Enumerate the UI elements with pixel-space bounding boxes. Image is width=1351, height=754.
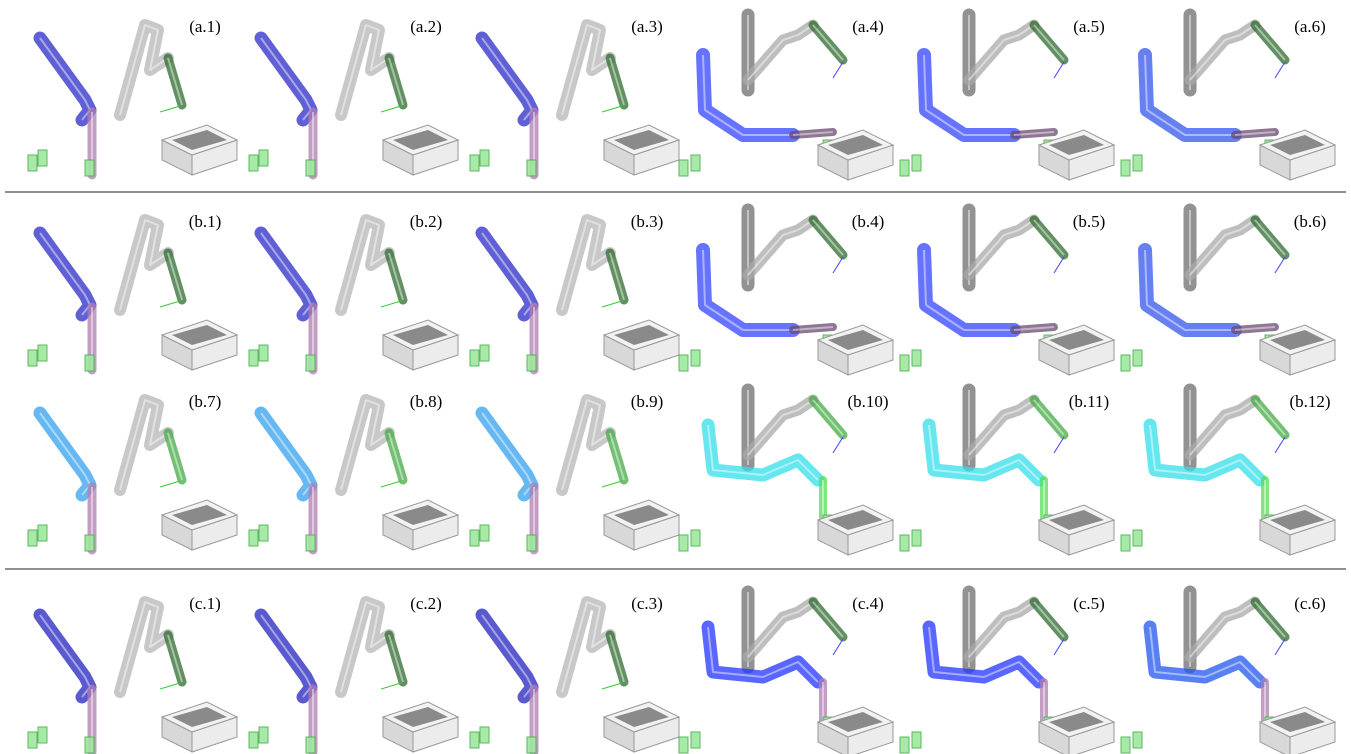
panel-label: (b.5) — [1073, 212, 1106, 231]
block — [249, 530, 258, 546]
panel-label: (b.7) — [189, 392, 222, 411]
block — [38, 345, 47, 361]
block — [1133, 350, 1142, 366]
panel-label: (b.4) — [852, 212, 885, 231]
panel-label: (a.6) — [1294, 17, 1326, 36]
panel-label: (a.3) — [631, 17, 663, 36]
block — [691, 530, 700, 546]
block — [249, 350, 258, 366]
block — [900, 737, 909, 753]
block — [480, 727, 489, 743]
block — [259, 150, 268, 166]
block — [1133, 732, 1142, 748]
panel-label: (c.3) — [631, 594, 663, 613]
panel-label: (b.11) — [1069, 392, 1109, 411]
block — [85, 535, 94, 551]
block — [259, 525, 268, 541]
block — [527, 355, 536, 371]
block — [306, 737, 315, 753]
block — [85, 737, 94, 753]
block — [306, 535, 315, 551]
block — [28, 530, 37, 546]
panel-label: (a.4) — [852, 17, 884, 36]
block — [259, 345, 268, 361]
block — [306, 355, 315, 371]
block — [912, 155, 921, 171]
panel-label: (a.2) — [410, 17, 442, 36]
block — [249, 732, 258, 748]
block — [480, 345, 489, 361]
panel-label: (c.1) — [189, 594, 221, 613]
block — [691, 350, 700, 366]
block — [85, 160, 94, 176]
block — [900, 355, 909, 371]
block — [480, 525, 489, 541]
block — [679, 535, 688, 551]
panel-label: (b.12) — [1289, 392, 1330, 411]
panel-label: (b.1) — [189, 212, 222, 231]
panel-label: (c.5) — [1073, 594, 1105, 613]
block — [249, 155, 258, 171]
block — [1121, 737, 1130, 753]
block — [1133, 155, 1142, 171]
block — [679, 737, 688, 753]
block — [900, 535, 909, 551]
block — [912, 530, 921, 546]
block — [28, 732, 37, 748]
block — [527, 737, 536, 753]
block — [1121, 355, 1130, 371]
block — [912, 732, 921, 748]
block — [38, 150, 47, 166]
block — [38, 727, 47, 743]
block — [28, 350, 37, 366]
block — [1133, 530, 1142, 546]
block — [480, 150, 489, 166]
panel-label: (b.8) — [410, 392, 443, 411]
block — [527, 160, 536, 176]
block — [1121, 160, 1130, 176]
panel-label: (b.6) — [1294, 212, 1327, 231]
panel-label: (b.9) — [631, 392, 664, 411]
block — [259, 727, 268, 743]
panel-label: (c.4) — [852, 594, 884, 613]
block — [85, 355, 94, 371]
block — [470, 732, 479, 748]
panel-label: (a.1) — [189, 17, 221, 36]
block — [470, 350, 479, 366]
block — [470, 155, 479, 171]
block — [306, 160, 315, 176]
block — [679, 355, 688, 371]
panel-label: (a.5) — [1073, 17, 1105, 36]
block — [912, 350, 921, 366]
block — [691, 155, 700, 171]
block — [1121, 535, 1130, 551]
block — [691, 732, 700, 748]
block — [900, 160, 909, 176]
block — [28, 155, 37, 171]
block — [470, 530, 479, 546]
panel-label: (b.2) — [410, 212, 443, 231]
panel-label: (b.3) — [631, 212, 664, 231]
block — [38, 525, 47, 541]
block — [527, 535, 536, 551]
figure: (a.1) (a.2) (a.3) (a.4) (a.5) (a.6) (b.1) (b.2)… — [0, 0, 1351, 754]
block — [679, 160, 688, 176]
panel-label: (c.2) — [410, 594, 442, 613]
panel-label: (b.10) — [847, 392, 888, 411]
panel-label: (c.6) — [1294, 594, 1326, 613]
